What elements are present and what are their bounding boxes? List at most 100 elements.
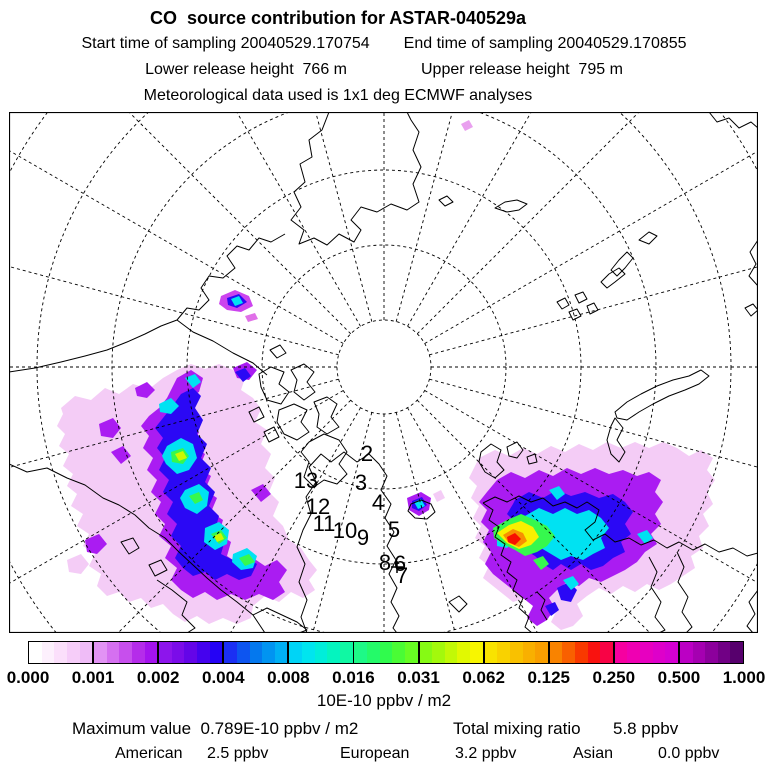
colorbar-cell xyxy=(457,642,471,663)
colorbar-segment xyxy=(29,642,95,663)
colorbar-cell xyxy=(509,642,523,663)
colorbar-cell xyxy=(94,642,107,663)
total-mixing-ratio-label: Total mixing ratio xyxy=(453,719,581,738)
colorbar-tick: 0.001 xyxy=(71,668,115,687)
colorbar-cell xyxy=(535,642,548,663)
colorbar-cell xyxy=(327,642,340,663)
region-asian-value: 0.0 ppbv xyxy=(658,745,720,762)
waypoint-label: 7 xyxy=(396,563,408,588)
colorbar-cell xyxy=(197,642,210,663)
colorbar-segment xyxy=(549,642,615,663)
plume-europe xyxy=(469,442,715,630)
colorbar-cell xyxy=(354,642,368,663)
colorbar-cell xyxy=(392,642,405,663)
colorbar-cell xyxy=(404,642,418,663)
colorbar-cell xyxy=(339,642,353,663)
colorbar-cell xyxy=(289,642,302,663)
colorbar-cell xyxy=(106,642,120,663)
waypoint-label: 10 xyxy=(333,518,357,543)
sampling-times-line: Start time of sampling 20040529.170754 E… xyxy=(0,35,768,53)
colorbar-cell xyxy=(497,642,510,663)
colorbar-cell xyxy=(587,642,601,663)
colorbar-segment xyxy=(224,642,290,663)
colorbar-cell xyxy=(144,642,158,663)
region-american-label: American xyxy=(115,745,183,762)
waypoint-label: 13 xyxy=(294,468,318,493)
colorbar-cell xyxy=(640,642,653,663)
release-point-marker xyxy=(391,561,403,573)
colorbar-cell xyxy=(522,642,536,663)
colorbar-segment xyxy=(289,642,355,663)
colorbar-cell xyxy=(41,642,55,663)
coastlines xyxy=(9,112,758,633)
colorbar-cell xyxy=(184,642,198,663)
colorbar-cell xyxy=(209,642,223,663)
colorbar-cell xyxy=(79,642,93,663)
lower-release-height-text: Lower release height 766 m xyxy=(145,61,347,78)
colorbar-cell xyxy=(262,642,275,663)
colorbar-cell xyxy=(444,642,458,663)
colorbar-cell xyxy=(600,642,613,663)
waypoint-label: 5 xyxy=(388,517,400,542)
colorbar-tick: 1.000 xyxy=(722,668,766,687)
colorbar-cell xyxy=(665,642,678,663)
maximum-value-label: Maximum value xyxy=(72,719,192,738)
colorbar-segment xyxy=(484,642,550,663)
colorbar-cell xyxy=(730,642,744,663)
colorbar-segment xyxy=(614,642,680,663)
colorbar-cell xyxy=(66,642,80,663)
start-time-text: Start time of sampling 20040529.170754 xyxy=(81,35,370,52)
colorbar-tick-labels: 0.000 0.001 0.002 0.004 0.008 0.016 0.031 0.062… xyxy=(7,668,766,688)
colorbar-tick: 0.250 xyxy=(592,668,636,687)
maximum-value-number: 0.789E-10 ppbv / m2 xyxy=(200,719,359,738)
release-heights-line: Lower release height 766 m Upper release… xyxy=(0,61,768,79)
region-european-value: 3.2 ppbv xyxy=(455,745,517,762)
colorbar-cell xyxy=(627,642,641,663)
colorbar-tick: 0.125 xyxy=(527,668,570,687)
footer-contributions-line: American 2.5 ppbv European 3.2 ppbv Asia… xyxy=(0,745,768,765)
colorbar-cell xyxy=(54,642,67,663)
colorbar-cell xyxy=(236,642,250,663)
colorbar-cell xyxy=(652,642,666,663)
page-title: CO source contribution for ASTAR-040529a xyxy=(149,8,527,28)
met-data-line: Meteorological data used is 1x1 deg ECMW… xyxy=(143,87,533,104)
colorbar-cell xyxy=(470,642,483,663)
colorbar-cell xyxy=(131,642,145,663)
colorbar-cell xyxy=(575,642,588,663)
colorbar-cell xyxy=(692,642,706,663)
colorbar-tick: 0.004 xyxy=(201,668,245,687)
colorbar-segment xyxy=(94,642,160,663)
waypoint-label: 12 xyxy=(306,494,330,519)
waypoint-label: 4 xyxy=(372,490,384,515)
colorbar-cell xyxy=(249,642,263,663)
map-frame xyxy=(9,112,758,633)
waypoint-label: 2 xyxy=(361,441,373,466)
colorbar-cell xyxy=(705,642,718,663)
colorbar-cell xyxy=(159,642,172,663)
footer-summary-line: Maximum value 0.789E-10 ppbv / m2 Total … xyxy=(0,719,768,739)
colorbar-cell xyxy=(302,642,315,663)
maximum-value-text: Maximum value 0.789E-10 ppbv / m2 xyxy=(72,719,358,739)
region-european-label: European xyxy=(340,745,410,762)
colorbar-cell xyxy=(562,642,575,663)
end-time-text: End time of sampling 20040529.170855 xyxy=(403,35,687,52)
colorbar-cell xyxy=(379,642,393,663)
colorbar-cell xyxy=(171,642,185,663)
colorbar-cell xyxy=(224,642,237,663)
region-asian-label: Asian xyxy=(573,745,614,762)
colorbar-segment xyxy=(159,642,225,663)
upper-release-height-text: Upper release height 795 m xyxy=(421,61,623,78)
colorbar-segment xyxy=(419,642,485,663)
colorbar-tick: 0.062 xyxy=(462,668,505,687)
colorbar-cell xyxy=(419,642,433,663)
colorbar-cell xyxy=(432,642,445,663)
colorbar-tick: 0.031 xyxy=(397,668,440,687)
colorbar xyxy=(28,641,744,664)
colorbar-segment xyxy=(679,642,744,663)
colorbar-tick: 0.500 xyxy=(657,668,701,687)
colorbar-tick: 0.016 xyxy=(332,668,375,687)
colorbar-cell xyxy=(679,642,693,663)
colorbar-cell xyxy=(314,642,328,663)
colorbar-tick: 0.008 xyxy=(267,668,310,687)
